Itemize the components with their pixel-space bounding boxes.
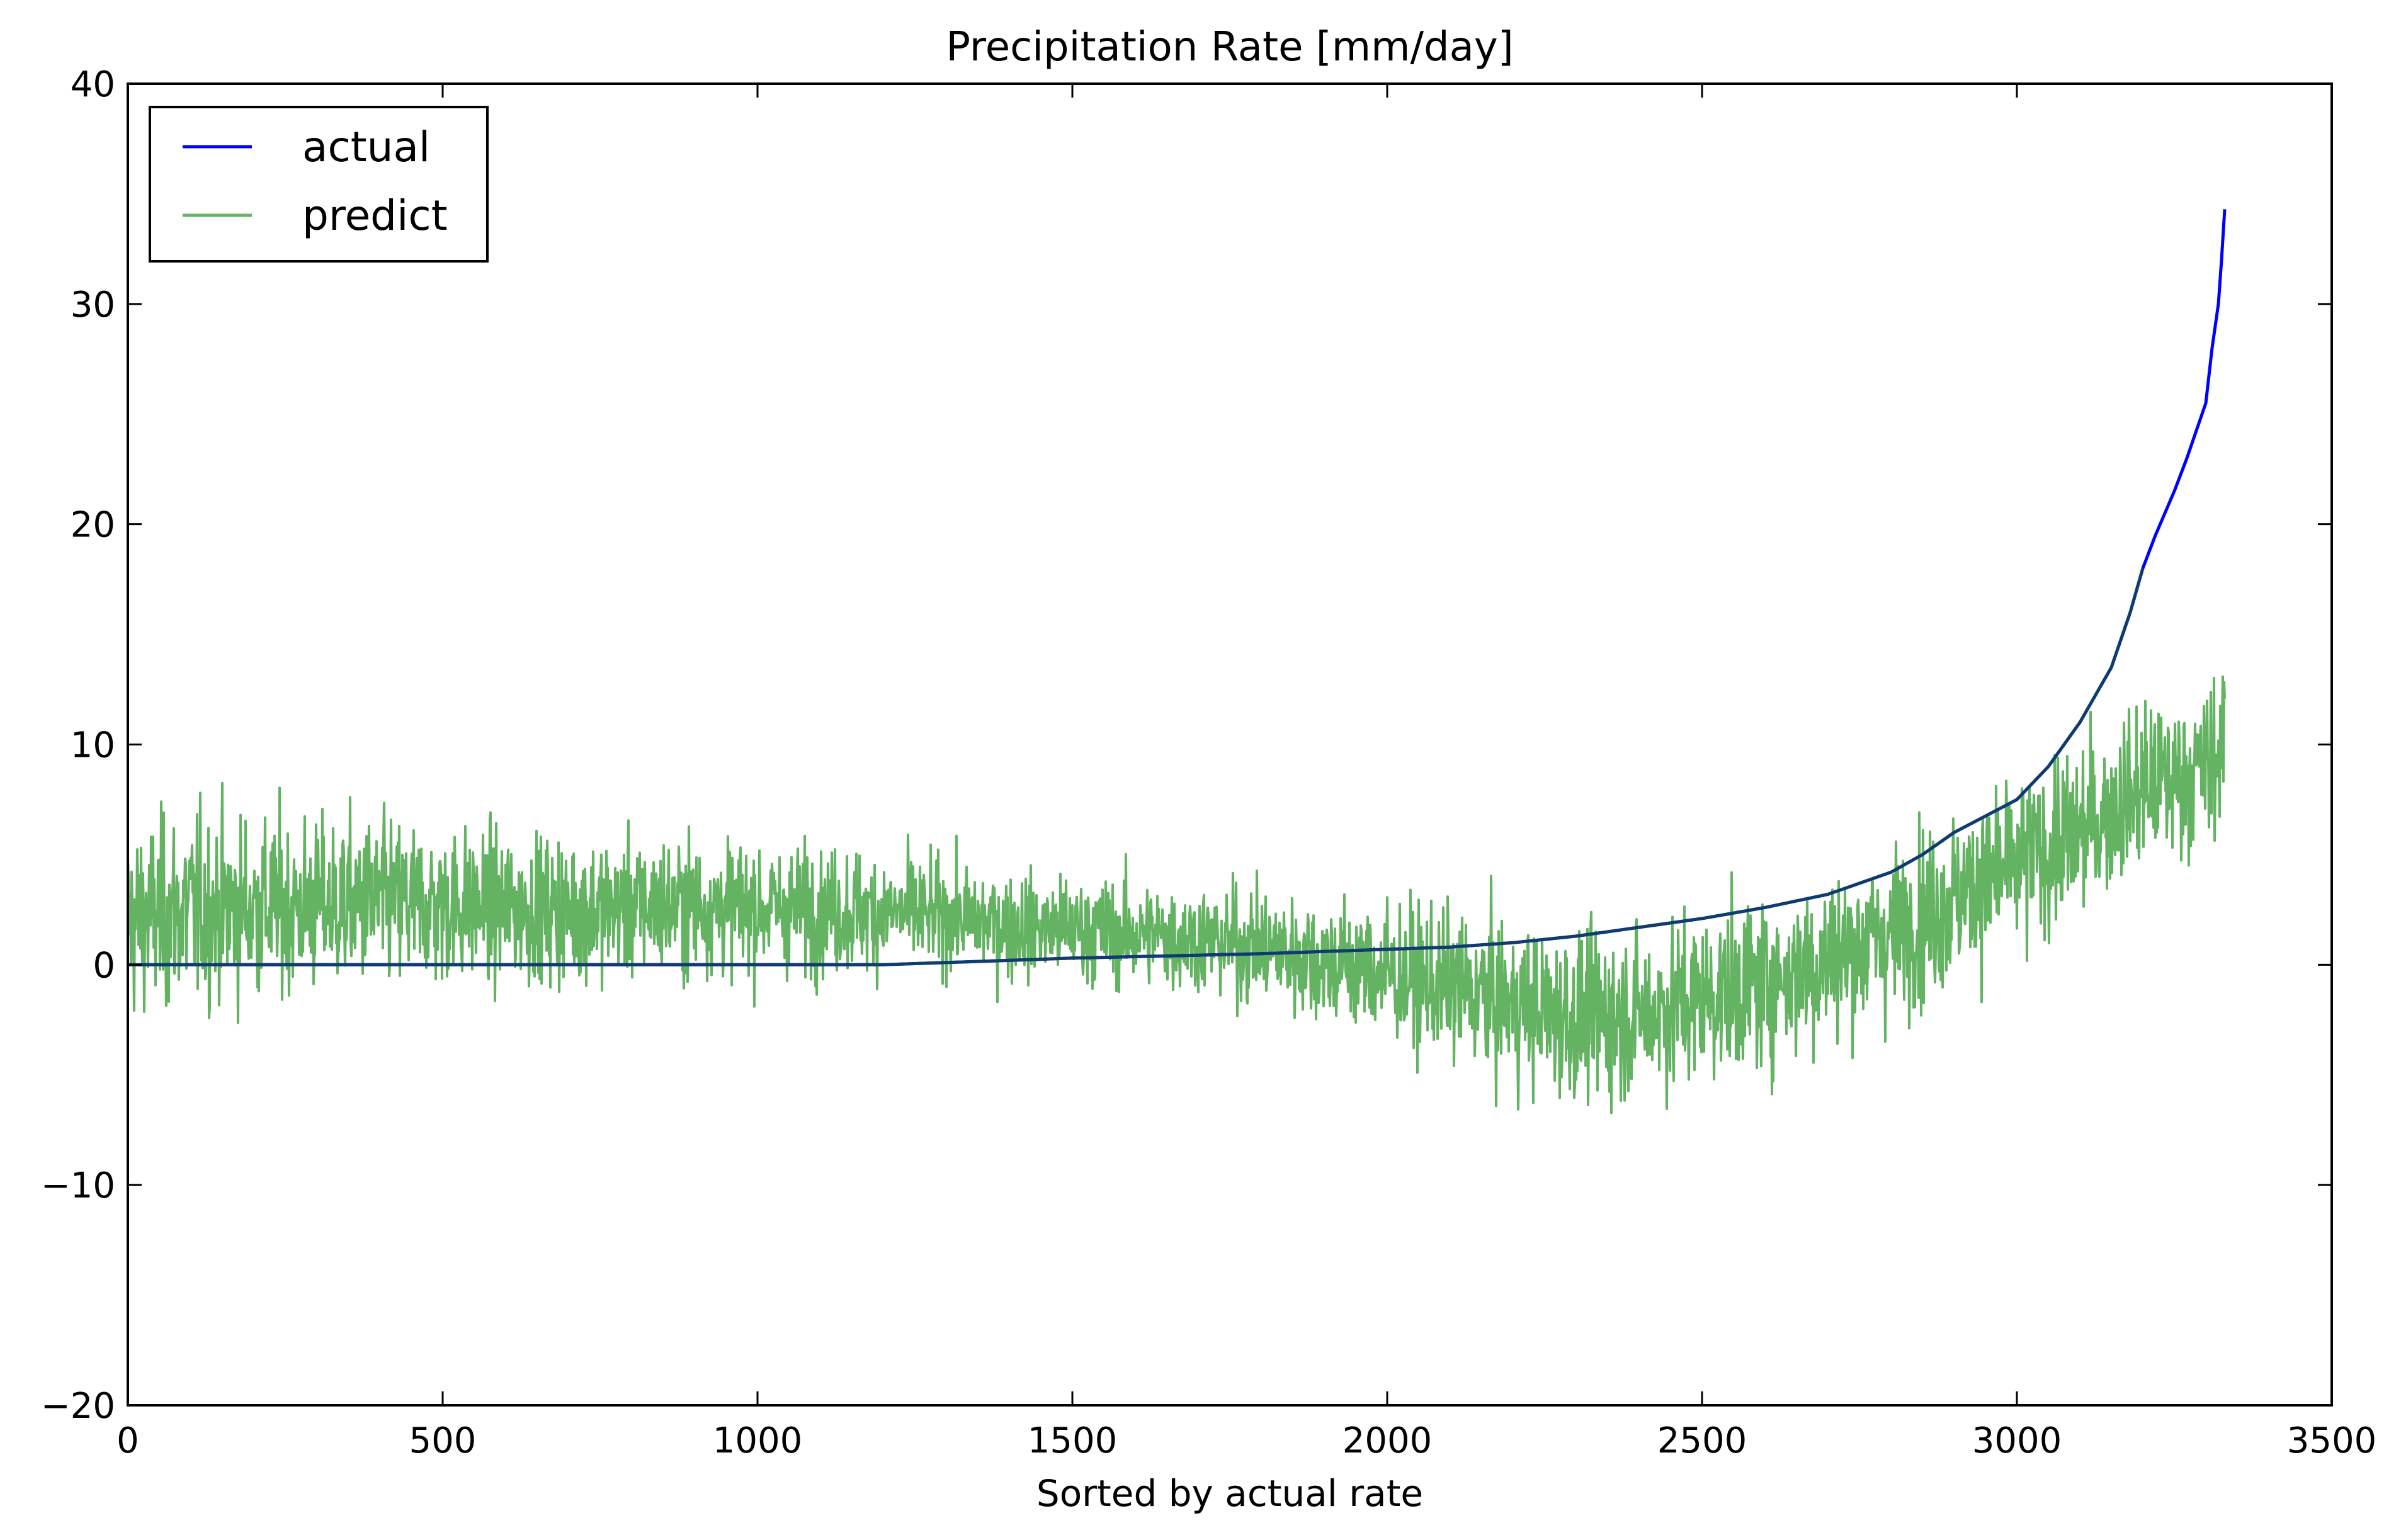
legend-label-actual: actual <box>302 123 430 171</box>
x-tick-label: 1000 <box>713 1420 803 1461</box>
y-tick-label: 30 <box>71 285 115 326</box>
legend-box <box>149 106 489 263</box>
y-tick-label: 0 <box>93 945 115 986</box>
y-tick-label: −20 <box>41 1386 115 1427</box>
chart-title: Precipitation Rate [mm/day] <box>946 24 1513 71</box>
series-layer <box>128 209 2227 1114</box>
axis-ticks: 0 500 1000 1500 2000 2500 3000 3500 −20 −10 0 10 20 3… <box>41 64 2376 1461</box>
legend-label-predict: predict <box>302 191 448 240</box>
series-actual-overlap-line <box>128 567 2145 966</box>
x-tick-label: 0 <box>116 1420 139 1461</box>
series-predict-line <box>128 675 2226 1114</box>
y-tick-label: −10 <box>41 1165 115 1206</box>
y-tick-label: 20 <box>71 505 115 546</box>
y-tick-label: 40 <box>71 64 115 105</box>
x-tick-label: 3000 <box>1972 1420 2062 1461</box>
x-tick-label: 3500 <box>2287 1420 2377 1461</box>
x-tick-label: 1500 <box>1028 1420 1118 1461</box>
legend: actual predict <box>149 106 489 263</box>
x-tick-label: 2000 <box>1342 1420 1433 1461</box>
x-axis-label: Sorted by actual rate <box>1036 1472 1423 1515</box>
x-tick-label: 500 <box>409 1420 477 1461</box>
y-tick-label: 10 <box>71 725 115 766</box>
x-tick-label: 2500 <box>1657 1420 1747 1461</box>
